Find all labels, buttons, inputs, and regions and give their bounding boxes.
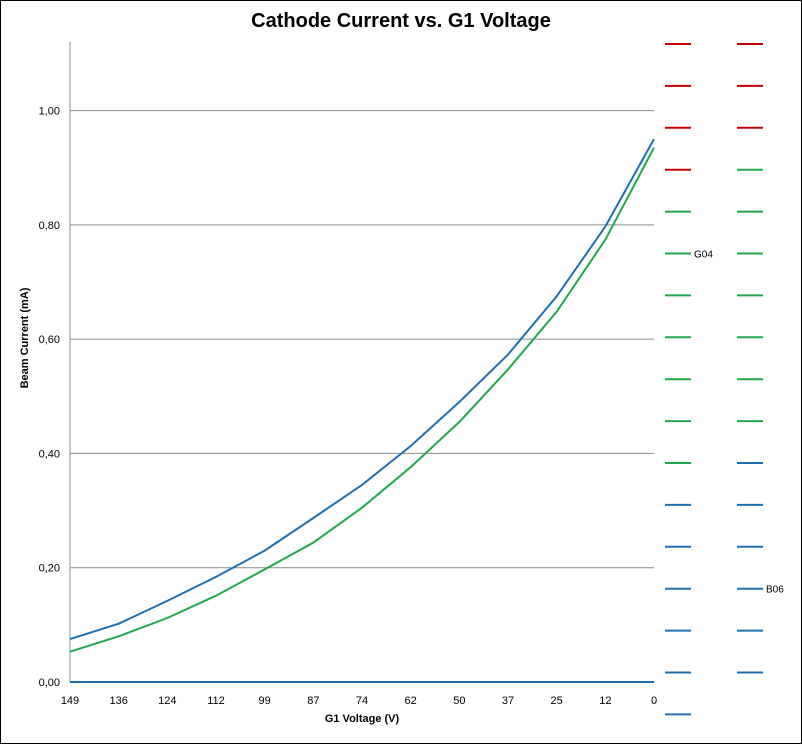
y-tick-labels: 0,00 0,20 0,40 0,60 0,80 1,00 xyxy=(39,106,60,689)
x-tick-label: 12 xyxy=(599,695,611,707)
x-tick-label: 112 xyxy=(207,695,225,707)
x-tick-labels: 149 136 124 112 99 87 74 62 50 37 25 12 0 xyxy=(61,695,657,707)
x-tick-label: 62 xyxy=(405,695,417,707)
legend: G04 B06 xyxy=(665,43,784,716)
x-tick-label: 149 xyxy=(61,695,79,707)
x-tick-label: 50 xyxy=(453,695,465,707)
series-line-1 xyxy=(69,138,655,641)
x-tick-label: 87 xyxy=(307,695,319,707)
x-tick-label: 25 xyxy=(551,695,563,707)
x-tick-label: 0 xyxy=(651,695,657,707)
y-tick-label: 1,00 xyxy=(39,106,60,118)
y-tick-label: 0,20 xyxy=(39,563,60,575)
series-lines xyxy=(69,138,655,683)
y-tick-label: 0,00 xyxy=(39,677,60,689)
x-axis-label: G1 Voltage (V) xyxy=(325,713,400,725)
axes xyxy=(69,42,654,683)
x-tick-label: 74 xyxy=(356,695,368,707)
y-tick-label: 0,40 xyxy=(39,448,60,460)
y-tick-label: 0,80 xyxy=(39,220,60,232)
legend-label: B06 xyxy=(766,585,784,596)
x-tick-label: 124 xyxy=(158,695,176,707)
series-line-2 xyxy=(69,147,655,653)
y-axis-label: Beam Current (mA) xyxy=(19,287,31,388)
x-tick-label: 136 xyxy=(109,695,127,707)
x-tick-label: 37 xyxy=(502,695,514,707)
x-tick-label: 99 xyxy=(259,695,271,707)
legend-label: G04 xyxy=(694,250,713,261)
grid-lines xyxy=(70,110,654,569)
chart-title: Cathode Current vs. G1 Voltage xyxy=(251,10,551,32)
y-tick-label: 0,60 xyxy=(39,334,60,346)
